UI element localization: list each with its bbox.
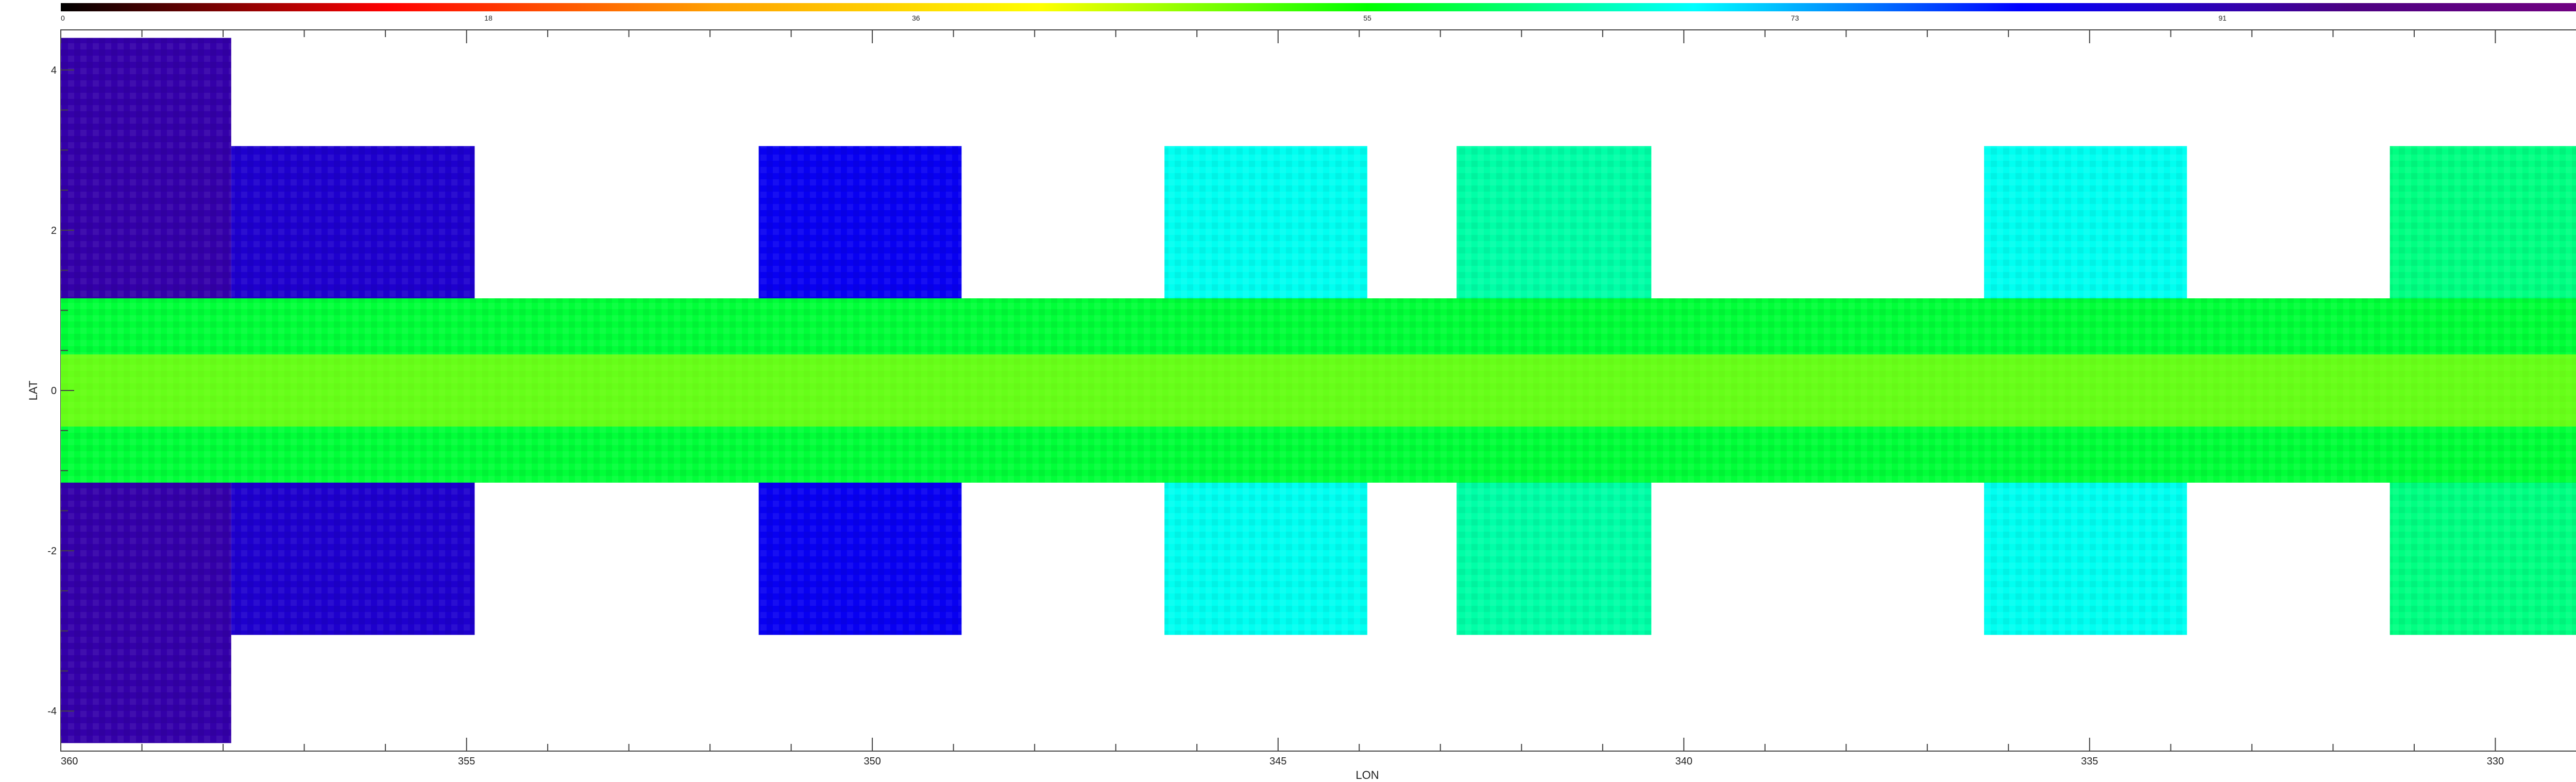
x-axis: 360 355 350 345 340 335 330 <box>60 30 2576 767</box>
x-tick-label: 360 <box>61 756 78 767</box>
y-tick-label: 0 <box>51 385 57 397</box>
y-tick-label: 2 <box>51 225 57 236</box>
x-tick-label: 340 <box>1675 756 1692 767</box>
x-axis-title: LON <box>1355 769 1379 781</box>
colorbar-tick-label: 0 <box>61 14 65 22</box>
y-tick-label: 4 <box>51 65 57 76</box>
colorbar-tick-label: 18 <box>484 14 493 22</box>
x-tick-label: 350 <box>863 756 880 767</box>
colorbar-tick-label: 73 <box>1791 14 1799 22</box>
x-tick-label: 335 <box>2081 756 2098 767</box>
colorbar-tick-label: 55 <box>1363 14 1371 22</box>
colorbar-strip <box>61 3 2576 11</box>
y-axis-title: LAT <box>27 381 40 401</box>
colorbar-tick-label: 91 <box>2218 14 2227 22</box>
y-tick-label: -2 <box>47 546 57 557</box>
y-axis: 4 2 0 -2 -4 <box>47 29 74 752</box>
colorbar: 01836557391110 <box>61 3 2576 22</box>
heatmap-plane-core <box>61 354 2576 427</box>
x-tick-label: 330 <box>2487 756 2504 767</box>
y-tick-label: -4 <box>47 706 57 717</box>
x-tick-label: 345 <box>1269 756 1286 767</box>
colorbar-tick-label: 36 <box>912 14 920 22</box>
colorbar-labels: 01836557391110 <box>61 14 2227 22</box>
heatmap-regions <box>61 38 2576 743</box>
x-tick-label: 355 <box>458 756 475 767</box>
